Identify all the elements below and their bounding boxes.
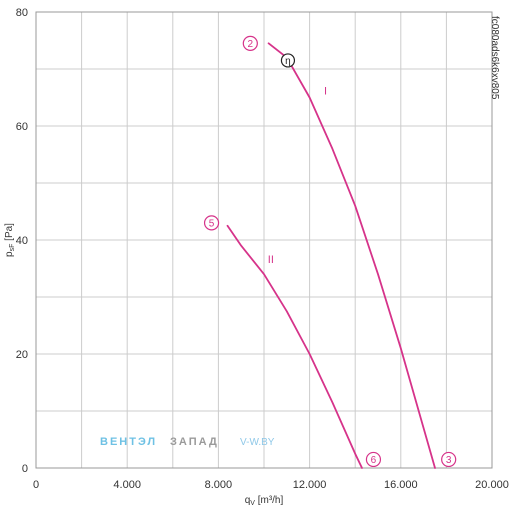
marker-label: 6 (371, 455, 377, 466)
series-group (226, 42, 436, 469)
y-axis-label-unit: [Pa] (4, 223, 15, 244)
series-line-1 (267, 42, 436, 469)
marker-circle (203, 215, 220, 231)
y-axis-ticks: 0 20 40 60 80 (16, 7, 28, 475)
marker: 2 (242, 35, 258, 51)
x-tick-label: 0 (33, 479, 39, 491)
y-axis-label-sub: sF (9, 244, 16, 252)
curve-label: II (268, 254, 274, 266)
x-tick-label: 8.000 (205, 479, 233, 491)
watermark-part3: V-W.BY (240, 437, 275, 448)
y-tick-label: 20 (16, 349, 28, 361)
y-tick-label: 40 (16, 235, 28, 247)
marker: 3 (441, 451, 457, 468)
marker: 5 (203, 215, 220, 231)
marker-label: 3 (446, 455, 452, 466)
marker-label: 5 (209, 218, 215, 229)
x-axis-label-sub: V (250, 500, 255, 507)
watermark-part1: ВЕНТЭЛ (100, 436, 157, 448)
marker: 6 (365, 451, 382, 468)
y-tick-label: 80 (16, 7, 28, 19)
watermark-part2: ЗАПАД (170, 436, 219, 448)
x-tick-label: 12.000 (293, 479, 327, 491)
curve-labels: III (268, 86, 327, 266)
marker-circle (365, 451, 382, 468)
series-line-2 (226, 224, 363, 469)
y-tick-label: 60 (16, 121, 28, 133)
y-tick-label: 0 (22, 463, 28, 475)
product-code: fc080ads6k6xv805 (489, 16, 500, 100)
x-axis-label: qV [m³/h] (245, 495, 284, 507)
x-tick-label: 4.000 (113, 479, 141, 491)
x-axis-label-main: q (245, 495, 251, 506)
marker-circle (441, 451, 457, 468)
x-tick-label: 16.000 (384, 479, 418, 491)
y-axis-label: psF [Pa] (4, 223, 16, 257)
watermark: ВЕНТЭЛ ЗАПАД V-W.BY (100, 436, 275, 448)
markers: 2 η 5 6 3 (203, 35, 457, 468)
x-tick-label: 20.000 (475, 479, 509, 491)
y-axis-label-main: p (4, 251, 15, 257)
marker-ring (280, 53, 296, 68)
marker-label: η (285, 56, 291, 67)
marker-circle (242, 35, 258, 51)
x-axis-label-unit: [m³/h] (255, 495, 284, 506)
grid (36, 12, 492, 468)
curve-label: I (324, 86, 327, 98)
marker: η (280, 53, 296, 68)
marker-label: 2 (248, 39, 254, 50)
plot-frame (35, 11, 493, 469)
x-axis-ticks: 0 4.000 8.000 12.000 16.000 20.000 (33, 479, 509, 491)
